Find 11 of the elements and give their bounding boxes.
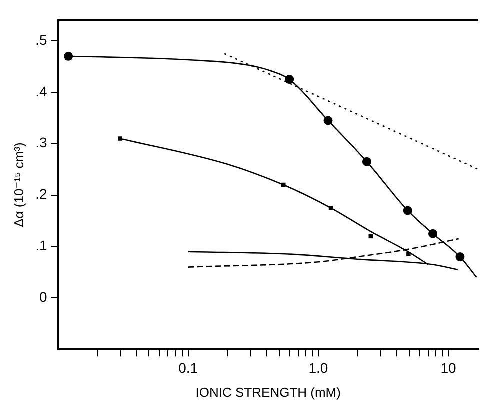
x-tick-label: 1.0 xyxy=(308,360,328,376)
y-tick-label: .3 xyxy=(36,134,48,151)
y-tick-label: .1 xyxy=(36,238,48,254)
x-axis-title: IONIC STRENGTH (mM) xyxy=(196,384,341,400)
y-tick-label: .4 xyxy=(36,83,48,100)
x-tick-label: 0.1 xyxy=(178,360,198,376)
y-tick-label: 0 xyxy=(39,289,48,306)
y-tick-label: .2 xyxy=(36,186,48,202)
y-axis-title: Δα (10⁻¹⁵ cm³) xyxy=(11,142,26,228)
y-tick-label: .5 xyxy=(36,32,48,48)
x-tick-label: 10 xyxy=(440,360,457,376)
